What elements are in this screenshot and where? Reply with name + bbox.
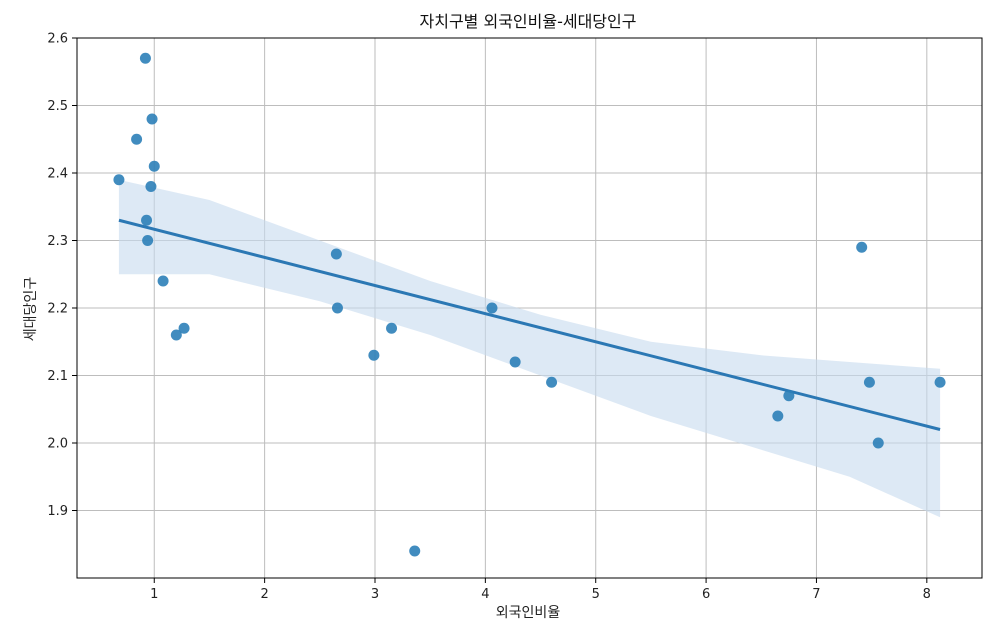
data-point <box>872 437 884 449</box>
data-point <box>142 235 154 246</box>
x-tick-label: 5 <box>592 587 600 602</box>
data-point <box>139 52 151 64</box>
confidence-band <box>118 179 941 518</box>
data-point <box>772 410 784 422</box>
data-point <box>178 322 190 334</box>
y-tick-label: 2.0 <box>47 437 68 452</box>
data-point <box>409 545 421 557</box>
chart-title: 자치구별 외국인비율-세대당인구 <box>420 12 637 31</box>
data-point <box>157 275 169 287</box>
y-tick-label: 2.6 <box>47 32 68 47</box>
y-tick-label: 2.5 <box>47 99 68 114</box>
data-point <box>368 349 380 361</box>
data-point <box>934 376 946 388</box>
x-tick-label: 2 <box>260 587 268 602</box>
grid-lines <box>77 37 982 578</box>
y-tick-label: 2.2 <box>47 302 68 317</box>
data-point <box>145 181 157 192</box>
x-axis-label: 외국인비율 <box>496 605 561 621</box>
data-point <box>509 356 521 368</box>
data-point <box>783 390 795 402</box>
x-tick-label: 3 <box>371 587 379 602</box>
data-points <box>113 52 946 557</box>
y-axis-ticks: 1.9 2.0 2.1 2.2 2.3 2.4 2.5 2.6 <box>47 32 77 519</box>
data-point <box>386 322 398 334</box>
y-tick-label: 2.3 <box>47 234 68 249</box>
y-tick-label: 1.9 <box>47 504 68 519</box>
x-tick-label: 7 <box>812 587 820 602</box>
data-point <box>330 248 342 260</box>
data-point <box>141 214 153 226</box>
x-axis-ticks: 1 2 3 4 5 6 7 8 <box>150 578 931 602</box>
y-axis-label: 세대당인구 <box>23 277 39 342</box>
data-point <box>331 302 343 314</box>
x-tick-label: 4 <box>481 587 489 602</box>
data-point <box>146 113 158 125</box>
x-tick-label: 6 <box>702 587 710 602</box>
x-tick-label: 1 <box>150 587 158 602</box>
x-tick-label: 8 <box>923 587 931 602</box>
data-point <box>863 376 875 388</box>
data-point <box>148 160 160 172</box>
y-tick-label: 2.1 <box>47 369 68 384</box>
regression-line <box>118 218 941 431</box>
data-point <box>486 302 498 314</box>
plot-area: 1 2 3 4 5 6 7 8 1.9 2.0 2.1 2.2 2.3 2.4 2.5 2.6 <box>47 32 983 602</box>
data-point <box>131 133 143 145</box>
data-point <box>113 174 125 186</box>
data-point <box>856 241 868 253</box>
y-tick-label: 2.4 <box>47 167 68 182</box>
data-point <box>546 376 558 388</box>
data-point <box>170 329 182 341</box>
